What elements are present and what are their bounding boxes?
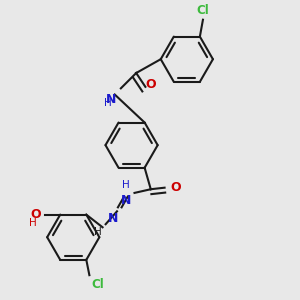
Text: H: H bbox=[94, 227, 102, 237]
Text: N: N bbox=[106, 93, 116, 106]
Text: O: O bbox=[170, 181, 181, 194]
Text: H: H bbox=[122, 180, 130, 190]
Text: H: H bbox=[28, 218, 36, 228]
Text: O: O bbox=[145, 78, 156, 91]
Text: Cl: Cl bbox=[196, 4, 209, 17]
Text: O: O bbox=[31, 208, 41, 220]
Text: Cl: Cl bbox=[91, 278, 104, 291]
Text: H: H bbox=[104, 98, 112, 108]
Text: N: N bbox=[108, 212, 118, 225]
Text: N: N bbox=[122, 194, 132, 206]
